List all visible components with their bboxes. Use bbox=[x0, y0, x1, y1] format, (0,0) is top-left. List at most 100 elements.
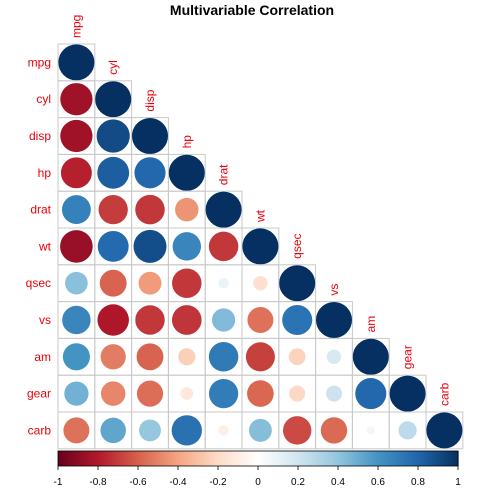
colorbar-segment bbox=[414, 451, 417, 466]
colorbar-segment bbox=[104, 451, 107, 466]
colorbar-tick-label: 0.2 bbox=[291, 477, 305, 488]
colorbar-segment bbox=[336, 451, 339, 466]
correlation-circle-cyl-cyl bbox=[95, 81, 132, 118]
colorbar-segment bbox=[264, 451, 267, 466]
row-label-carb: carb bbox=[28, 423, 52, 437]
colorbar-segment bbox=[202, 451, 205, 466]
colorbar-segment bbox=[278, 451, 281, 466]
correlation-circle-gear-cyl bbox=[100, 381, 126, 406]
colorbar-segment bbox=[370, 451, 373, 466]
colorbar-segment bbox=[124, 451, 127, 466]
column-label-vs: vs bbox=[327, 284, 341, 296]
colorbar-segment bbox=[142, 451, 145, 466]
colorbar-segment bbox=[290, 451, 293, 466]
row-label-am: am bbox=[34, 350, 51, 364]
correlation-circle-am-vs bbox=[326, 349, 342, 365]
correlation-circle-am-disp bbox=[136, 343, 164, 371]
colorbar-segment bbox=[398, 451, 401, 466]
cell-am-hp bbox=[167, 337, 206, 376]
correlation-circle-qsec-wt bbox=[253, 275, 268, 291]
colorbar-segment bbox=[436, 451, 439, 466]
chart-title: Multivariable Correlation bbox=[170, 2, 334, 18]
colorbar-segment bbox=[286, 451, 289, 466]
colorbar-segment bbox=[238, 451, 241, 466]
colorbar-segment bbox=[158, 451, 161, 466]
colorbar-segment bbox=[328, 451, 331, 466]
correlation-circle-qsec-disp bbox=[138, 271, 162, 295]
cell-gear-wt bbox=[241, 374, 280, 413]
colorbar-segment bbox=[420, 451, 423, 466]
colorbar-segment bbox=[230, 451, 233, 466]
colorbar-segment bbox=[214, 451, 217, 466]
cell-cyl-cyl bbox=[94, 80, 133, 119]
column-labels: mpg cyl disp hp drat wt qsec vs am gear carb bbox=[69, 15, 451, 406]
correlation-circle-drat-hp bbox=[175, 197, 199, 222]
cell-gear-cyl bbox=[94, 374, 133, 413]
row-label-wt: wt bbox=[38, 239, 52, 253]
colorbar-segment bbox=[190, 451, 193, 466]
colorbar-segment bbox=[126, 451, 129, 466]
colorbar-segment bbox=[150, 451, 153, 466]
cell-vs-cyl bbox=[94, 301, 133, 339]
colorbar-tick-label: 0.6 bbox=[371, 477, 385, 488]
colorbar-segment bbox=[342, 451, 345, 466]
correlation-circle-qsec-hp bbox=[172, 268, 202, 298]
column-label-gear: gear bbox=[401, 345, 415, 369]
correlation-circle-gear-disp bbox=[136, 380, 164, 407]
column-label-qsec: qsec bbox=[290, 233, 304, 258]
colorbar-segment bbox=[440, 451, 443, 466]
colorbar-segment bbox=[292, 451, 295, 466]
colorbar-tick-label: -0.6 bbox=[129, 477, 147, 488]
column-label-drat: drat bbox=[217, 164, 231, 185]
correlation-circle-gear-hp bbox=[180, 387, 194, 400]
colorbar-segment bbox=[208, 451, 211, 466]
colorbar-segment bbox=[254, 451, 257, 466]
row-label-hp: hp bbox=[38, 166, 52, 180]
cell-hp-mpg bbox=[57, 153, 96, 192]
colorbar-segment bbox=[210, 451, 213, 466]
colorbar-segment bbox=[340, 451, 343, 466]
cell-am-wt bbox=[241, 337, 280, 376]
colorbar-segment bbox=[182, 451, 185, 466]
colorbar-segment bbox=[400, 451, 403, 466]
colorbar-segment bbox=[100, 451, 103, 466]
colorbar-segment bbox=[106, 451, 109, 466]
colorbar-segment bbox=[362, 451, 365, 466]
correlation-circle-vs-vs bbox=[316, 302, 352, 338]
cell-carb-drat bbox=[204, 411, 243, 450]
cell-vs-wt bbox=[241, 301, 280, 339]
colorbar-segment bbox=[418, 451, 421, 466]
correlation-circle-qsec-qsec bbox=[279, 265, 316, 302]
colorbar-segment bbox=[74, 451, 77, 466]
colorbar-segment bbox=[298, 451, 301, 466]
colorbar-segment bbox=[432, 451, 435, 466]
colorbar-segment bbox=[350, 451, 353, 466]
correlation-circle-disp-mpg bbox=[60, 119, 93, 153]
colorbar-segment bbox=[304, 451, 307, 466]
correlation-cells bbox=[57, 43, 464, 450]
colorbar-segment bbox=[344, 451, 347, 466]
correlation-circle-carb-hp bbox=[171, 415, 202, 446]
colorbar-segment bbox=[326, 451, 329, 466]
cell-carb-hp bbox=[167, 411, 206, 450]
column-label-mpg: mpg bbox=[69, 15, 83, 38]
colorbar-tick-label: -0.4 bbox=[169, 477, 187, 488]
cell-wt-cyl bbox=[94, 227, 133, 266]
colorbar-segment bbox=[378, 451, 381, 466]
colorbar-segment bbox=[282, 451, 285, 466]
column-label-disp: disp bbox=[143, 89, 157, 111]
cell-drat-drat bbox=[204, 190, 243, 229]
colorbar-segment bbox=[134, 451, 137, 466]
cell-carb-qsec bbox=[278, 411, 317, 450]
cell-hp-disp bbox=[131, 153, 169, 192]
colorbar-segment bbox=[412, 451, 415, 466]
cell-disp-disp bbox=[131, 117, 169, 155]
colorbar-segment bbox=[382, 451, 385, 466]
cell-vs-disp bbox=[131, 301, 169, 339]
colorbar-segment bbox=[322, 451, 325, 466]
colorbar-segment bbox=[234, 451, 237, 466]
cell-mpg-mpg bbox=[57, 43, 96, 82]
correlation-circle-carb-vs bbox=[320, 417, 348, 444]
colorbar-segment bbox=[334, 451, 337, 466]
colorbar-segment bbox=[94, 451, 97, 466]
